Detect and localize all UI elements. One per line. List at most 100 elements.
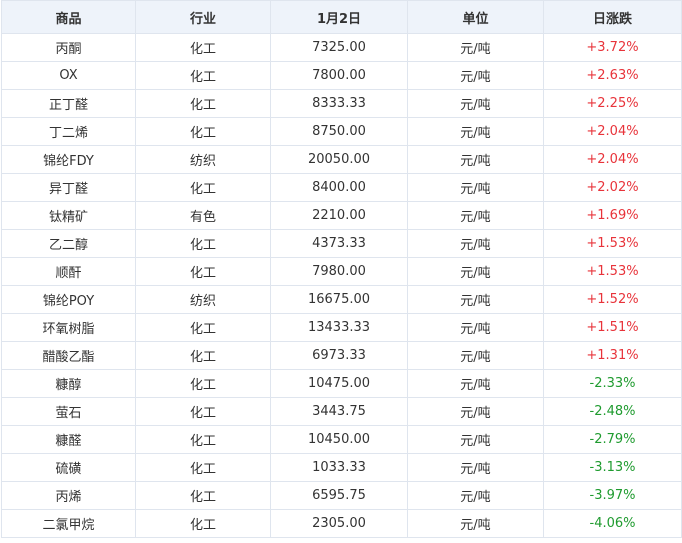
daily-change-cell: +2.63% xyxy=(543,61,682,90)
price-cell: 13433.33 xyxy=(270,313,408,342)
unit-cell: 元/吨 xyxy=(407,509,544,538)
unit-cell: 元/吨 xyxy=(407,229,544,258)
table-row: 糠醇 化工 10475.00 元/吨 -2.33% xyxy=(1,369,682,398)
industry-cell: 化工 xyxy=(135,229,271,258)
unit-cell: 元/吨 xyxy=(407,61,544,90)
daily-change-cell: -2.79% xyxy=(543,425,682,454)
daily-change-cell: -4.06% xyxy=(543,509,682,538)
product-cell: 丙酮 xyxy=(1,33,136,62)
industry-cell: 化工 xyxy=(135,341,271,370)
price-cell: 7325.00 xyxy=(270,33,408,62)
unit-cell: 元/吨 xyxy=(407,397,544,426)
daily-change-cell: -3.13% xyxy=(543,453,682,482)
industry-cell: 化工 xyxy=(135,257,271,286)
table-row: OX 化工 7800.00 元/吨 +2.63% xyxy=(1,61,682,90)
industry-cell: 化工 xyxy=(135,61,271,90)
product-cell: 糠醛 xyxy=(1,425,136,454)
unit-cell: 元/吨 xyxy=(407,425,544,454)
table-row: 乙二醇 化工 4373.33 元/吨 +1.53% xyxy=(1,229,682,258)
table-row: 正丁醛 化工 8333.33 元/吨 +2.25% xyxy=(1,89,682,118)
product-cell: 环氧树脂 xyxy=(1,313,136,342)
unit-cell: 元/吨 xyxy=(407,257,544,286)
table-row: 糠醛 化工 10450.00 元/吨 -2.79% xyxy=(1,425,682,454)
table-row: 萤石 化工 3443.75 元/吨 -2.48% xyxy=(1,397,682,426)
unit-cell: 元/吨 xyxy=(407,89,544,118)
price-cell: 20050.00 xyxy=(270,145,408,174)
industry-cell: 化工 xyxy=(135,313,271,342)
product-cell: 锦纶POY xyxy=(1,285,136,314)
unit-cell: 元/吨 xyxy=(407,453,544,482)
unit-cell: 元/吨 xyxy=(407,313,544,342)
daily-change-cell: +1.31% xyxy=(543,341,682,370)
daily-change-cell: +1.51% xyxy=(543,313,682,342)
industry-cell: 化工 xyxy=(135,89,271,118)
price-cell: 3443.75 xyxy=(270,397,408,426)
product-cell: OX xyxy=(1,61,136,90)
product-cell: 丁二烯 xyxy=(1,117,136,146)
daily-change-cell: -2.33% xyxy=(543,369,682,398)
table-row: 顺酐 化工 7980.00 元/吨 +1.53% xyxy=(1,257,682,286)
daily-change-cell: +3.72% xyxy=(543,33,682,62)
price-cell: 8333.33 xyxy=(270,89,408,118)
price-cell: 1033.33 xyxy=(270,453,408,482)
product-cell: 顺酐 xyxy=(1,257,136,286)
price-cell: 10475.00 xyxy=(270,369,408,398)
daily-change-cell: +1.69% xyxy=(543,201,682,230)
industry-cell: 纺织 xyxy=(135,145,271,174)
industry-cell: 化工 xyxy=(135,509,271,538)
unit-cell: 元/吨 xyxy=(407,481,544,510)
table-row: 硫磺 化工 1033.33 元/吨 -3.13% xyxy=(1,453,682,482)
industry-cell: 纺织 xyxy=(135,285,271,314)
product-cell: 二氯甲烷 xyxy=(1,509,136,538)
unit-cell: 元/吨 xyxy=(407,285,544,314)
price-cell: 10450.00 xyxy=(270,425,408,454)
daily-change-cell: -3.97% xyxy=(543,481,682,510)
daily-change-cell: +1.52% xyxy=(543,285,682,314)
table-row: 二氯甲烷 化工 2305.00 元/吨 -4.06% xyxy=(1,509,682,538)
product-cell: 乙二醇 xyxy=(1,229,136,258)
price-cell: 6973.33 xyxy=(270,341,408,370)
daily-change-cell: +2.02% xyxy=(543,173,682,202)
unit-cell: 元/吨 xyxy=(407,33,544,62)
industry-cell: 化工 xyxy=(135,173,271,202)
price-cell: 7980.00 xyxy=(270,257,408,286)
product-cell: 异丁醛 xyxy=(1,173,136,202)
table-row: 丙烯 化工 6595.75 元/吨 -3.97% xyxy=(1,481,682,510)
table-body: 丙酮 化工 7325.00 元/吨 +3.72% OX 化工 7800.00 元/吨 +2.63%… xyxy=(1,33,682,538)
table-row: 锦纶POY 纺织 16675.00 元/吨 +1.52% xyxy=(1,285,682,314)
table-row: 环氧树脂 化工 13433.33 元/吨 +1.51% xyxy=(1,313,682,342)
product-cell: 丙烯 xyxy=(1,481,136,510)
industry-cell: 化工 xyxy=(135,117,271,146)
price-cell: 6595.75 xyxy=(270,481,408,510)
header-cell: 1月2日 xyxy=(270,0,408,34)
price-cell: 8400.00 xyxy=(270,173,408,202)
industry-cell: 化工 xyxy=(135,369,271,398)
table-row: 丁二烯 化工 8750.00 元/吨 +2.04% xyxy=(1,117,682,146)
unit-cell: 元/吨 xyxy=(407,369,544,398)
product-cell: 醋酸乙酯 xyxy=(1,341,136,370)
price-cell: 8750.00 xyxy=(270,117,408,146)
daily-change-cell: +1.53% xyxy=(543,229,682,258)
industry-cell: 化工 xyxy=(135,481,271,510)
product-cell: 钛精矿 xyxy=(1,201,136,230)
header-cell: 行业 xyxy=(135,0,271,34)
header-row: 商品 行业 1月2日 单位 日涨跌 xyxy=(1,0,682,34)
unit-cell: 元/吨 xyxy=(407,173,544,202)
unit-cell: 元/吨 xyxy=(407,117,544,146)
table-row: 醋酸乙酯 化工 6973.33 元/吨 +1.31% xyxy=(1,341,682,370)
daily-change-cell: +2.04% xyxy=(543,145,682,174)
table-row: 丙酮 化工 7325.00 元/吨 +3.72% xyxy=(1,33,682,62)
price-cell: 4373.33 xyxy=(270,229,408,258)
unit-cell: 元/吨 xyxy=(407,341,544,370)
daily-change-cell: +2.25% xyxy=(543,89,682,118)
price-cell: 7800.00 xyxy=(270,61,408,90)
product-cell: 糠醇 xyxy=(1,369,136,398)
price-cell: 2210.00 xyxy=(270,201,408,230)
product-cell: 锦纶FDY xyxy=(1,145,136,174)
daily-change-cell: +1.53% xyxy=(543,257,682,286)
industry-cell: 化工 xyxy=(135,33,271,62)
product-cell: 硫磺 xyxy=(1,453,136,482)
header-cell: 日涨跌 xyxy=(543,0,682,34)
